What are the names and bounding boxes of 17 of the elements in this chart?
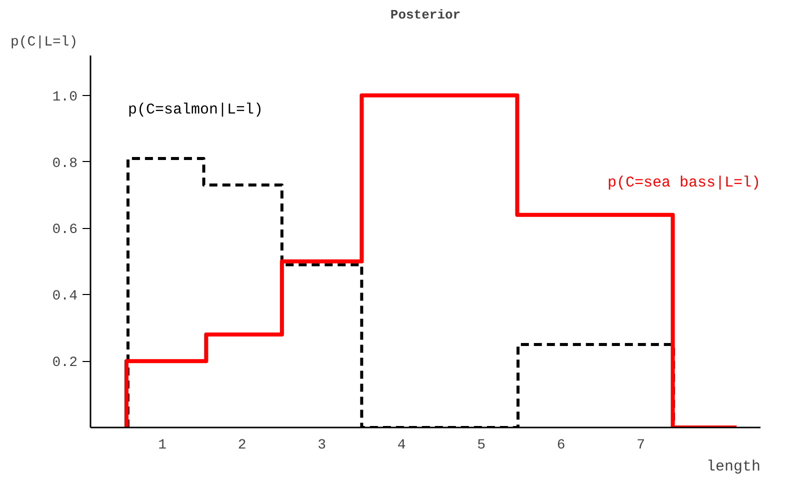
chart-title: Posterior	[390, 8, 461, 22]
x-tick-label: 1	[158, 438, 166, 454]
text: p(C=salmon|L=l)	[128, 102, 264, 119]
x-tick-label: 3	[318, 438, 326, 454]
y-tick-label: 1.0	[52, 89, 78, 106]
series-label: p(C=sea bass|L=l)	[607, 174, 761, 192]
x-tick-label: 2	[238, 438, 246, 454]
x-tick-label: 4	[397, 438, 406, 454]
y-tick-label: 0.8	[52, 156, 78, 172]
x-tick-label: 5	[477, 438, 486, 454]
x-axis-title: length	[706, 458, 761, 476]
x-tick-label: 6	[556, 438, 566, 454]
y-axis-title: p(C|L=l)	[10, 34, 78, 50]
x-tick-label: 7	[636, 438, 646, 454]
y-tick-label: 0.2	[52, 355, 78, 372]
y-tick-label: 0.6	[52, 222, 78, 238]
y-tick-label: 0.4	[52, 288, 78, 305]
